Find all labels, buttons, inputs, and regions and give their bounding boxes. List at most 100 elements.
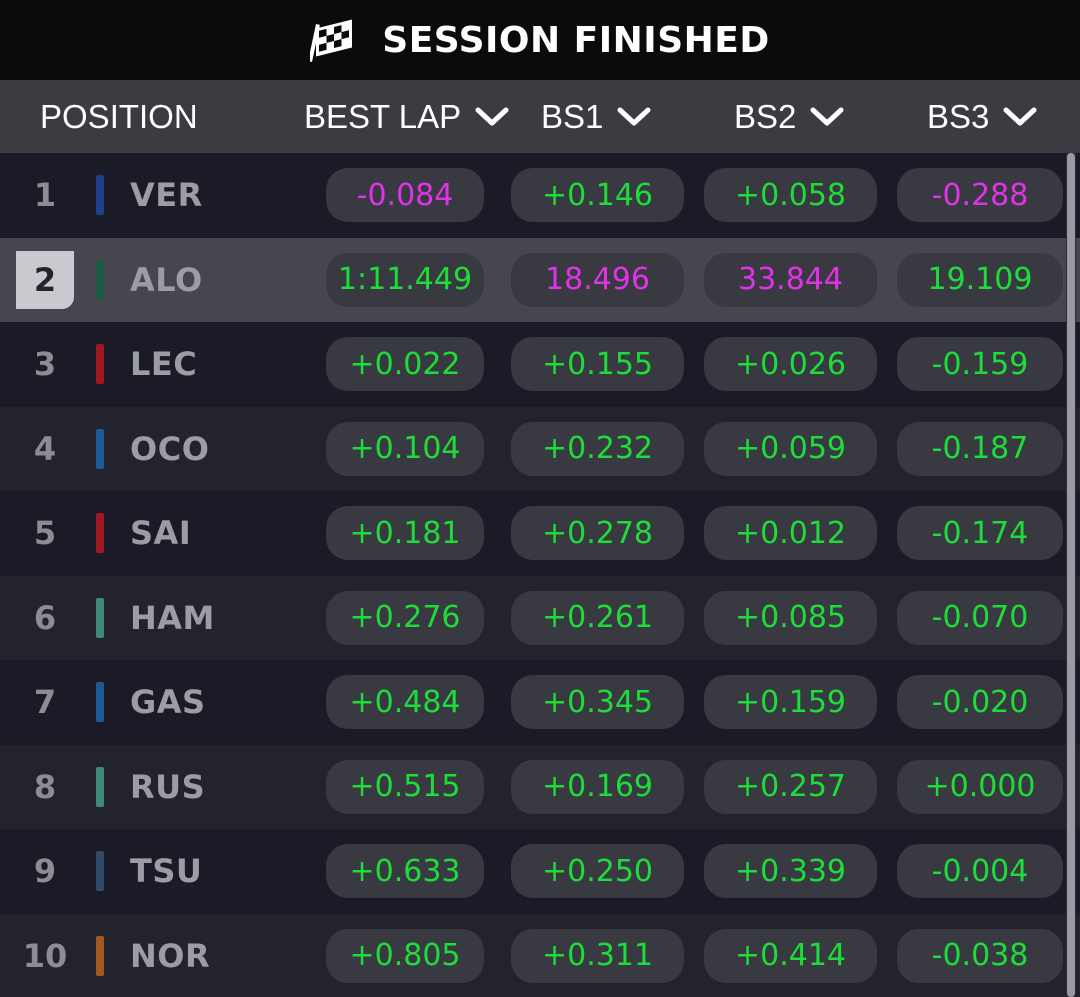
row-position: 8 — [0, 745, 90, 830]
bs3-time: -0.070 — [897, 590, 1063, 645]
team-color-bar — [96, 513, 104, 554]
bs2-time: +0.012 — [704, 506, 877, 561]
bs2-time: +0.085 — [704, 590, 877, 645]
table-row[interactable]: 7 GAS +0.484 +0.345 +0.159 -0.020 — [0, 660, 1080, 745]
team-color-bar — [96, 428, 104, 469]
table-row[interactable]: 9 TSU +0.633 +0.250 +0.339 -0.004 — [0, 829, 1080, 914]
bs1-time: +0.345 — [511, 675, 684, 730]
row-position: 9 — [0, 829, 90, 914]
column-bs2-label: BS2 — [734, 97, 797, 135]
bs3-time: -0.174 — [897, 506, 1063, 561]
bs1-time: +0.155 — [511, 337, 684, 392]
bs3-time: -0.187 — [897, 421, 1063, 476]
driver-code: VER — [130, 176, 203, 215]
bs2-time: +0.257 — [704, 759, 877, 814]
column-best-lap-label: BEST LAP — [304, 97, 462, 135]
team-color-bar — [96, 344, 104, 385]
best-lap-time: +0.104 — [326, 421, 484, 476]
driver-code: ALO — [130, 260, 203, 299]
session-title: SESSION FINISHED — [382, 19, 770, 61]
column-position: POSITION — [40, 80, 198, 153]
row-position-value: 7 — [33, 683, 57, 722]
bs2-time: +0.059 — [704, 421, 877, 476]
bs3-time: -0.288 — [897, 168, 1063, 223]
column-best-lap-sort[interactable]: BEST LAP — [304, 80, 509, 153]
bs3-time: -0.020 — [897, 675, 1063, 730]
bs1-time: +0.278 — [511, 506, 684, 561]
driver-code: GAS — [130, 683, 206, 722]
team-color-bar — [96, 175, 104, 216]
row-position: 5 — [0, 491, 90, 576]
chevron-down-icon — [617, 107, 651, 125]
row-position: 7 — [0, 660, 90, 745]
driver-code: SAI — [130, 514, 192, 553]
column-bs3-sort[interactable]: BS3 — [927, 80, 1037, 153]
table-row[interactable]: 3 LEC +0.022 +0.155 +0.026 -0.159 — [0, 322, 1080, 407]
driver-code: OCO — [130, 429, 210, 468]
row-position: 10 — [0, 914, 90, 997]
driver-code: NOR — [130, 936, 211, 975]
bs1-time: +0.146 — [511, 168, 684, 223]
best-lap-time: +0.515 — [326, 759, 484, 814]
scrollbar[interactable] — [1066, 153, 1076, 997]
column-bs3-label: BS3 — [927, 97, 990, 135]
row-position-value: 1 — [33, 176, 57, 215]
table-row[interactable]: 8 RUS +0.515 +0.169 +0.257 +0.000 — [0, 744, 1080, 830]
row-position-value: 5 — [33, 514, 57, 553]
table-row[interactable]: 5 SAI +0.181 +0.278 +0.012 -0.174 — [0, 491, 1080, 576]
team-color-bar — [96, 766, 104, 807]
bs2-time: 33.844 — [704, 252, 877, 307]
best-lap-time: +0.181 — [326, 506, 484, 561]
bs1-time: +0.261 — [511, 590, 684, 645]
bs2-time: +0.339 — [704, 844, 877, 899]
bs3-time: -0.004 — [897, 844, 1063, 899]
driver-code: RUS — [130, 767, 206, 806]
chevron-down-icon — [810, 107, 844, 125]
team-color-bar — [96, 935, 104, 976]
row-position: 3 — [0, 322, 90, 407]
best-lap-time: +0.022 — [326, 337, 484, 392]
team-color-bar — [96, 259, 104, 300]
row-position-value: 2 — [16, 250, 74, 309]
bs3-time: 19.109 — [897, 252, 1063, 307]
chevron-down-icon — [475, 107, 509, 125]
column-bs2-sort[interactable]: BS2 — [734, 80, 844, 153]
row-position-value: 10 — [22, 936, 68, 975]
best-lap-time: +0.484 — [326, 675, 484, 730]
bs2-time: +0.414 — [704, 928, 877, 983]
team-color-bar — [96, 597, 104, 638]
column-bs1-label: BS1 — [541, 97, 604, 135]
row-position-value: 3 — [33, 345, 57, 384]
checkered-flag-icon — [310, 19, 353, 62]
best-lap-time: +0.633 — [326, 844, 484, 899]
bs1-time: +0.311 — [511, 928, 684, 983]
session-status-bar: SESSION FINISHED — [0, 0, 1080, 80]
table-row[interactable]: 2 ALO 1:11.449 18.496 33.844 19.109 — [0, 237, 1080, 322]
column-bs1-sort[interactable]: BS1 — [541, 80, 651, 153]
best-lap-time: +0.805 — [326, 928, 484, 983]
table-row[interactable]: 6 HAM +0.276 +0.261 +0.085 -0.070 — [0, 575, 1080, 661]
row-position: 6 — [0, 576, 90, 661]
row-position-value: 6 — [33, 598, 57, 637]
row-position-value: 9 — [33, 852, 57, 891]
bs3-time: +0.000 — [897, 759, 1063, 814]
team-color-bar — [96, 851, 104, 892]
bs2-time: +0.026 — [704, 337, 877, 392]
bs3-time: -0.038 — [897, 928, 1063, 983]
team-color-bar — [96, 682, 104, 723]
column-position-label: POSITION — [40, 97, 198, 135]
bs1-time: +0.232 — [511, 421, 684, 476]
bs1-time: +0.169 — [511, 759, 684, 814]
table-row[interactable]: 10 NOR +0.805 +0.311 +0.414 -0.038 — [0, 913, 1080, 997]
bs1-time: 18.496 — [511, 252, 684, 307]
scrollbar-thumb[interactable] — [1067, 153, 1075, 997]
chevron-down-icon — [1003, 107, 1037, 125]
driver-code: TSU — [130, 852, 203, 891]
table-row[interactable]: 4 OCO +0.104 +0.232 +0.059 -0.187 — [0, 406, 1080, 491]
timing-table: 1 VER -0.084 +0.146 +0.058 -0.288 2 ALO 1:11.449… — [0, 153, 1080, 997]
driver-code: LEC — [130, 345, 198, 384]
bs2-time: +0.058 — [704, 168, 877, 223]
table-row[interactable]: 1 VER -0.084 +0.146 +0.058 -0.288 — [0, 153, 1080, 238]
bs3-time: -0.159 — [897, 337, 1063, 392]
best-lap-time: -0.084 — [326, 168, 484, 223]
